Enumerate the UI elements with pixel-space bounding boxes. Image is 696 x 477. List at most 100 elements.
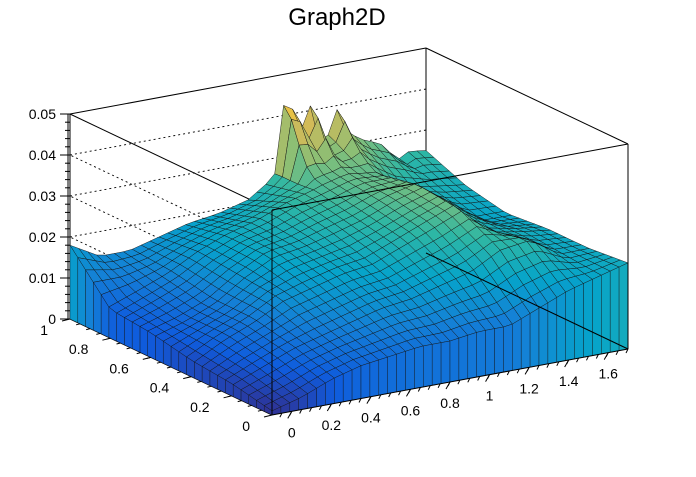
surface-side-cell	[601, 270, 611, 355]
surface-side-cell	[485, 328, 495, 376]
y-tick	[263, 414, 273, 418]
surface-side-cell	[351, 365, 362, 401]
y-minor-tick	[146, 356, 151, 359]
x-minor-tick	[487, 374, 491, 379]
surface-side-cell	[494, 326, 504, 374]
x-minor-tick	[318, 405, 322, 411]
y-tick	[61, 318, 71, 322]
x-minor-tick	[595, 354, 599, 359]
x-minor-tick	[576, 357, 580, 363]
surface-side-cell	[147, 330, 156, 360]
surface-side-cell	[396, 351, 406, 393]
x-minor-tick	[447, 381, 451, 387]
y-minor-tick	[75, 323, 81, 326]
left-top-edge	[69, 113, 273, 211]
z-tick-label: 0	[48, 311, 56, 327]
y-tick-label: 0.6	[109, 360, 129, 376]
surface-side-cell	[565, 287, 575, 361]
z-tick-label: 0.03	[29, 188, 56, 204]
surface-side-cell	[116, 312, 125, 346]
y-minor-tick	[166, 366, 172, 369]
surface-side-cell	[458, 334, 468, 381]
x-tick-label: 1.2	[519, 380, 539, 396]
x-minor-tick	[546, 363, 550, 368]
right-floor-edge	[425, 252, 629, 350]
surface-side-cell	[369, 359, 379, 398]
x-minor-tick	[467, 378, 471, 383]
right-top-edge	[425, 47, 629, 145]
surface-side-cell	[387, 353, 397, 394]
x-minor-tick	[289, 411, 293, 416]
surface-side-cell	[512, 318, 522, 371]
y-minor-tick	[217, 390, 222, 393]
x-minor-tick	[496, 372, 500, 378]
x-minor-tick	[585, 356, 589, 361]
surface-side-cell	[556, 291, 566, 363]
surface-side-cell	[343, 369, 353, 403]
left-wall-gridline	[69, 154, 273, 252]
z-tick-label: 0.02	[29, 229, 56, 245]
surface-side-cell	[449, 337, 460, 383]
x-minor-tick	[378, 394, 382, 400]
x-minor-tick	[398, 390, 402, 396]
surface-side-cell	[547, 297, 557, 365]
x-tick-label: 0	[288, 424, 296, 440]
surface-side-cell	[467, 332, 477, 379]
surface-side-cell	[583, 279, 593, 358]
x-minor-tick	[615, 350, 619, 356]
y-minor-tick	[156, 361, 162, 364]
surface-side-cell	[325, 377, 335, 406]
x-minor-tick	[526, 367, 530, 372]
axis-ticks: 0 0.01 0.02 0.03 0.04 0.05 0 0.2 0.4 0.6 0.8 1 1.2 1.…	[29, 106, 629, 440]
y-minor-tick	[126, 347, 131, 350]
surface-side-cell	[476, 330, 486, 378]
y-minor-tick	[197, 380, 202, 383]
x-minor-tick	[427, 385, 431, 390]
x-minor-tick	[516, 368, 520, 374]
x-tick-label: 0.8	[440, 395, 460, 411]
x-tick-label: 1.6	[598, 366, 618, 382]
x-minor-tick	[625, 348, 629, 354]
surface-side-cell	[378, 356, 388, 396]
back-wall-gridline	[69, 88, 427, 156]
x-minor-tick	[328, 403, 332, 409]
surface-side-cell	[77, 256, 86, 327]
surface-side-cell	[440, 340, 451, 384]
y-minor-tick	[176, 371, 182, 374]
y-minor-tick	[116, 342, 121, 345]
x-minor-tick	[437, 383, 441, 389]
x-tick-label: 0.4	[361, 410, 381, 426]
y-tick-label: 0	[242, 418, 250, 434]
x-minor-tick	[407, 389, 411, 394]
surface-side-cell	[334, 373, 344, 404]
x-minor-tick	[506, 370, 510, 376]
surface-side-cell	[432, 342, 442, 386]
y-tick-label: 1	[40, 322, 48, 338]
x-minor-tick	[605, 352, 609, 357]
z-tick-label: 0.01	[29, 270, 56, 286]
surface-side-cell	[108, 306, 117, 342]
x-minor-tick	[299, 409, 303, 414]
x-minor-tick	[368, 396, 372, 401]
y-tick-label: 0.2	[190, 399, 210, 415]
y-minor-tick	[237, 400, 242, 403]
y-minor-tick	[86, 328, 91, 331]
surface-side-cell	[423, 344, 433, 388]
x-minor-tick	[388, 392, 392, 398]
x-minor-tick	[566, 359, 570, 365]
x-minor-tick	[309, 407, 313, 412]
chart-title: Graph2D	[288, 4, 385, 31]
x-tick-label: 1.4	[559, 373, 579, 389]
surface-side-cell	[610, 266, 620, 353]
surface-side-cell	[521, 313, 531, 370]
y-minor-tick	[96, 332, 101, 335]
x-minor-tick	[457, 379, 461, 385]
z-tick-label: 0.05	[29, 106, 56, 122]
x-minor-tick	[348, 400, 352, 405]
x-minor-tick	[417, 387, 421, 392]
surface-side-cell	[574, 283, 584, 360]
front-top-edge	[271, 143, 629, 211]
x-minor-tick	[556, 361, 560, 367]
